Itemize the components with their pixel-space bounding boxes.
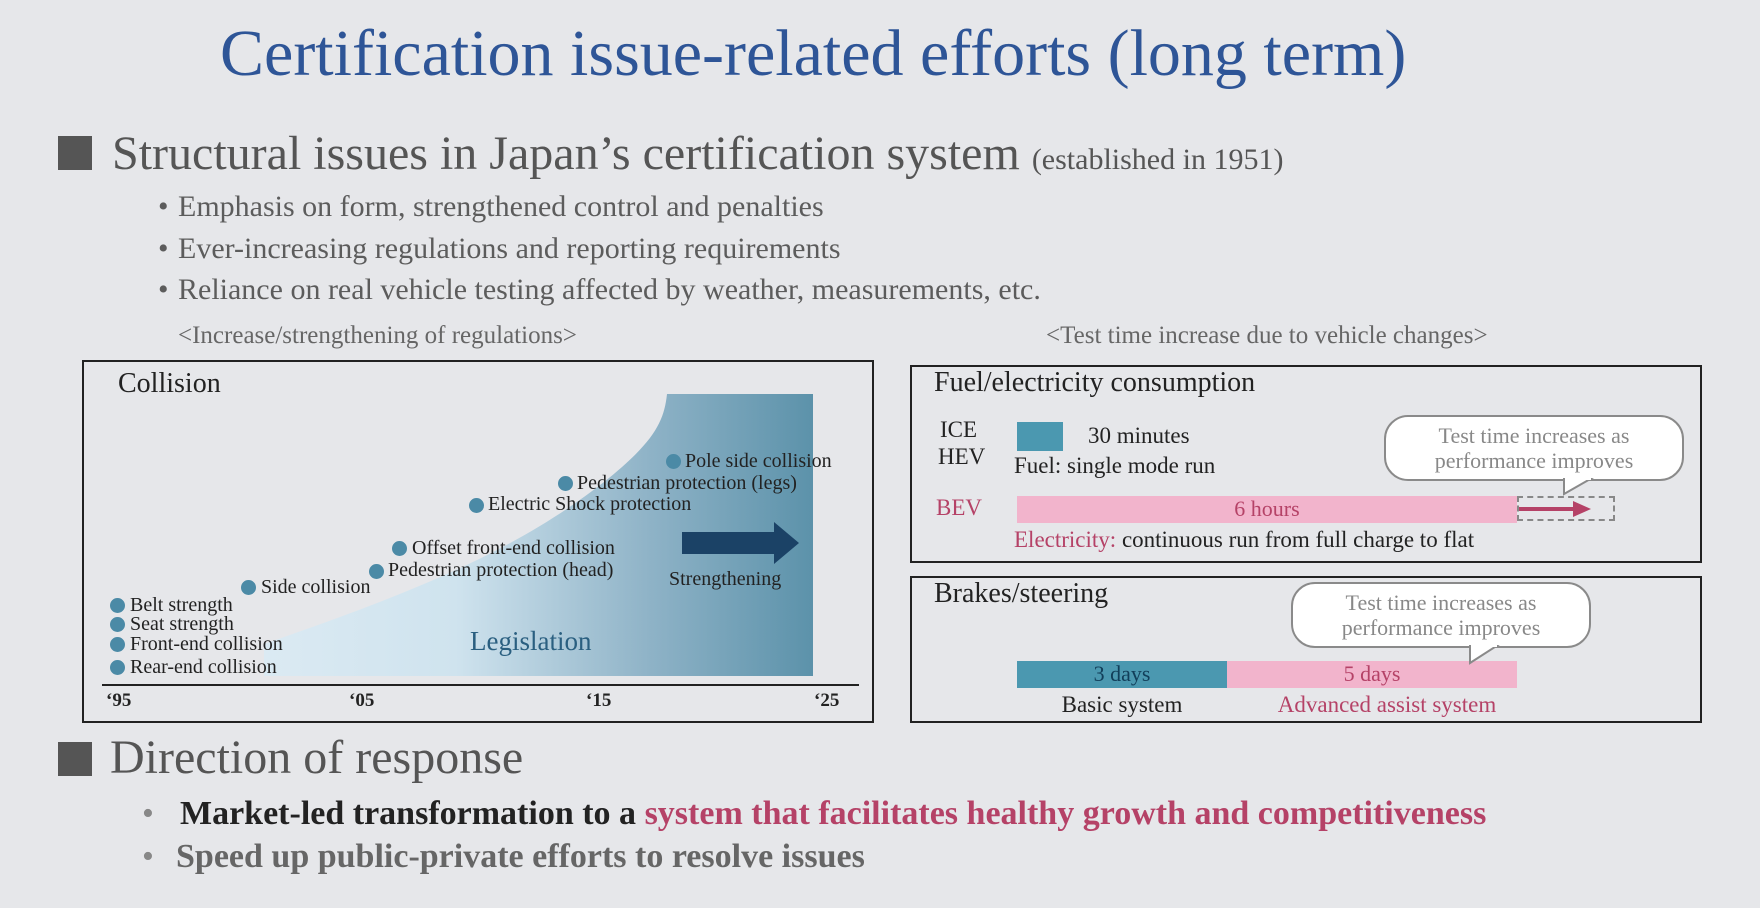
extension-dashed-box [1517, 496, 1615, 521]
bev-desc: Electricity: continuous run from full ch… [1014, 527, 1475, 552]
bev-time-bar [1017, 496, 1517, 523]
section2-bullet-2: • Speed up public-private efforts to reso… [142, 838, 865, 875]
increase-arrow-icon [1519, 501, 1591, 517]
data-label: Seat strength [130, 613, 234, 635]
section1-bullet-2: • Ever-increasing regulations and reporti… [158, 232, 841, 265]
data-label: Side collision [261, 576, 371, 598]
x-tick-label: ‘15 [586, 690, 612, 711]
advanced-system-label: Advanced assist system [1277, 692, 1497, 717]
x-tick-label: ‘25 [814, 690, 840, 711]
fuel-callout: Test time increases as performance impro… [1384, 415, 1684, 481]
x-tick-label: ‘95 [106, 690, 132, 711]
data-point-seat-strength [110, 617, 125, 632]
data-point-belt-strength [110, 598, 125, 613]
right-chart-caption: <Test time increase due to vehicle chang… [1046, 322, 1488, 349]
data-point-pole-side [666, 454, 681, 469]
ice-time-bar [1017, 422, 1063, 451]
fuel-title: Fuel/electricity consumption [934, 367, 1256, 398]
section-square-icon [58, 742, 92, 776]
strengthening-label: Strengthening [669, 568, 782, 590]
brakes-callout-tail [1469, 645, 1500, 665]
data-point-offset-front-end [392, 541, 407, 556]
data-label: Pedestrian protection (head) [388, 559, 614, 581]
brakes-callout: Test time increases as performance impro… [1291, 582, 1591, 648]
basic-time-label: 3 days [1093, 661, 1151, 686]
hev-label: HEV [938, 444, 986, 469]
data-point-front-end-collision [110, 637, 125, 652]
data-label: Pedestrian protection (legs) [577, 472, 797, 494]
page-title: Certification issue-related efforts (lon… [220, 17, 1407, 90]
section1-bullet-3: • Reliance on real vehicle testing affect… [158, 273, 1041, 306]
section1-heading-note: (established in 1951) [1031, 143, 1284, 176]
ice-time-label: 30 minutes [1088, 423, 1190, 448]
data-label: Pole side collision [685, 450, 832, 472]
section2-heading: Direction of response [110, 731, 524, 784]
data-label: Belt strength [130, 594, 233, 616]
brakes-title: Brakes/steering [934, 578, 1109, 609]
collision-title: Collision [118, 368, 221, 399]
basic-time-bar [1017, 661, 1227, 688]
advanced-time-label: 5 days [1343, 661, 1401, 686]
bev-time-label: 6 hours [1234, 496, 1300, 521]
section1-heading-text: Structural issues in Japan’s certificati… [112, 127, 1020, 180]
data-label: Offset front-end collision [412, 537, 615, 559]
left-chart-caption: <Increase/strengthening of regulations> [178, 322, 577, 349]
section1-heading: Structural issues in Japan’s certificati… [112, 126, 1283, 181]
collision-panel: Collision Legislation Strengthening Belt… [82, 360, 874, 723]
data-point-electric-shock [469, 498, 484, 513]
brakes-steering-panel: Brakes/steering 3 days 5 days Basic syst… [910, 576, 1702, 723]
data-label: Rear-end collision [130, 656, 277, 678]
basic-system-label: Basic system [1061, 692, 1183, 717]
x-tick-label: ‘05 [349, 690, 375, 711]
data-point-rear-end-collision [110, 660, 125, 675]
ice-label: ICE [940, 417, 978, 442]
fuel-consumption-panel: Fuel/electricity consumption ICE HEV 30 … [910, 365, 1702, 563]
advanced-time-bar [1227, 661, 1517, 688]
data-point-pedestrian-head [369, 564, 384, 579]
section-square-icon [58, 136, 92, 170]
section2-bullet-1: • Market-led transformation to a system t… [142, 795, 1487, 832]
ice-desc: Fuel: single mode run [1014, 453, 1216, 478]
data-point-side-collision [241, 580, 256, 595]
section1-bullet-1: • Emphasis on form, strengthened control … [158, 190, 824, 223]
data-label: Front-end collision [130, 633, 283, 655]
strengthening-arrow-icon [682, 522, 799, 564]
legislation-label: Legislation [470, 626, 592, 656]
fuel-callout-tail [1563, 478, 1595, 496]
data-label: Electric Shock protection [488, 493, 692, 515]
data-point-pedestrian-legs [558, 476, 573, 491]
bev-label: BEV [936, 495, 982, 520]
